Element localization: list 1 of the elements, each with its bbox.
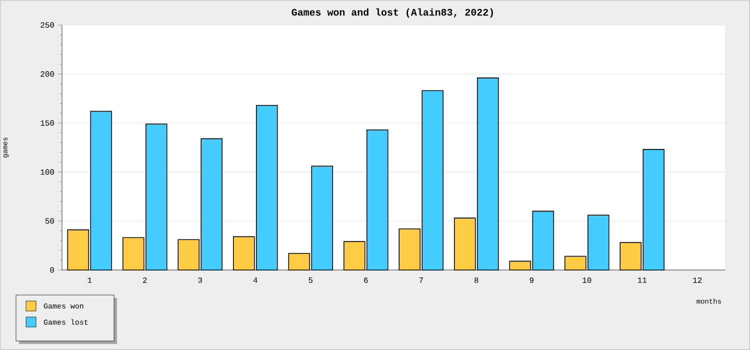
chart-title: Games won and lost (Alain83, 2022) (292, 8, 493, 18)
